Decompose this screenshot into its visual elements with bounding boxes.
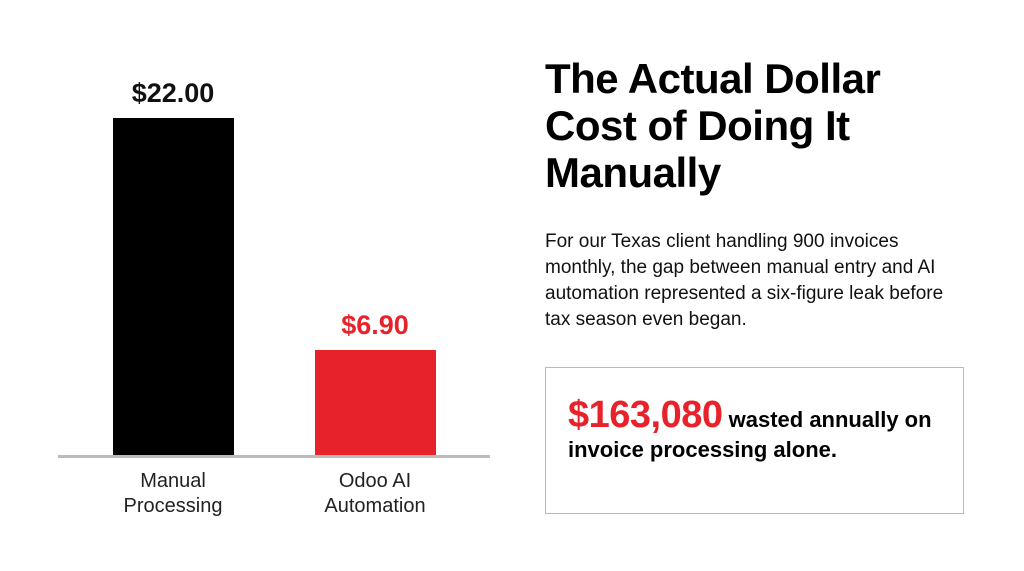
callout-text: wasted annually on invoice processing al… — [568, 407, 932, 462]
x-tick-label: Odoo AI Automation — [324, 470, 426, 517]
subtitle: For our Texas client handling 900 invoic… — [545, 231, 944, 330]
bar — [314, 349, 436, 456]
callout-box — [545, 367, 964, 514]
value-label: $6.90 — [341, 309, 409, 340]
value-label: $22.00 — [131, 78, 215, 108]
baseline — [58, 455, 490, 458]
title: The Actual Dollar Cost of Doing It Manua… — [545, 55, 881, 196]
x-tick-label: Manual Processing — [123, 470, 223, 517]
callout: $163,080 wasted annually on invoice proc… — [568, 396, 958, 465]
callout-highlight: $163,080 — [568, 394, 723, 436]
bar — [112, 118, 234, 456]
chart: $22.00 Manual Processing $6.90 Odoo AI Auto… — [0, 0, 500, 571]
